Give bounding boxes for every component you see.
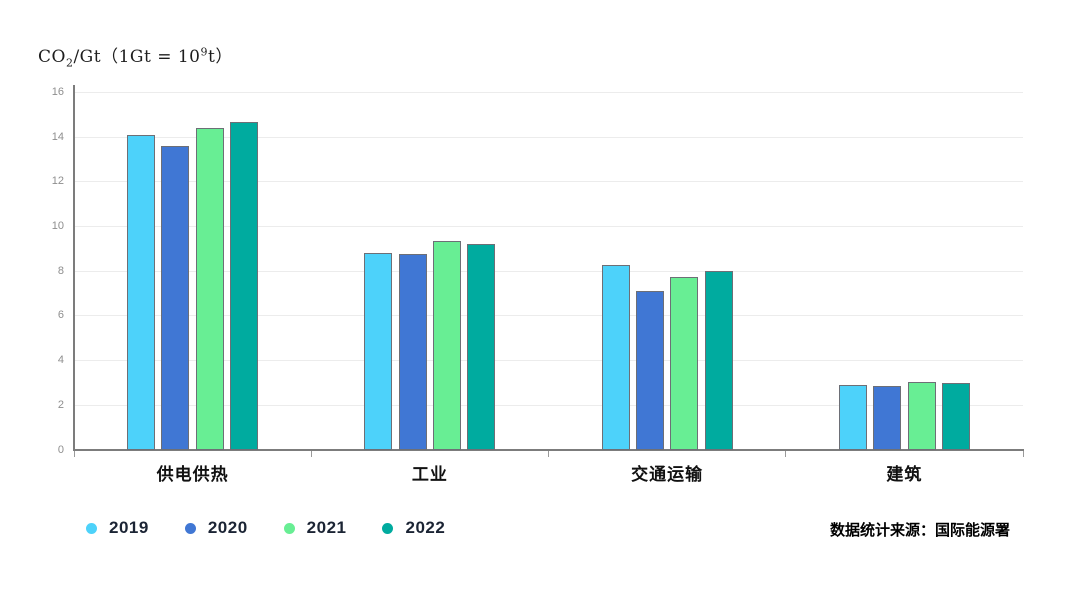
- bar-2021-工业[interactable]: [433, 241, 462, 450]
- bar-2019-工业[interactable]: [364, 253, 393, 450]
- bar-2020-建筑[interactable]: [873, 386, 902, 450]
- gridline-y-14: [74, 136, 1023, 138]
- bar-2020-工业[interactable]: [398, 254, 427, 450]
- bar-2022-供电供热[interactable]: [230, 121, 259, 450]
- bar-2020-交通运输[interactable]: [635, 291, 664, 450]
- bar-2022-工业[interactable]: [467, 244, 496, 450]
- y-axis-tick-label: 2: [57, 398, 64, 411]
- chart-title-mid: /Gt（1Gt = 10: [73, 47, 201, 67]
- x-axis-tick: [548, 451, 549, 457]
- chart-title-superscript: 9: [200, 45, 209, 59]
- legend-label-2020: 2020: [207, 518, 248, 537]
- gridline-y-6: [74, 315, 1023, 317]
- gridline-y-16: [74, 92, 1023, 93]
- bar-2019-供电供热[interactable]: [127, 134, 156, 450]
- source-note: 数据统计来源：国际能源署: [829, 522, 1010, 539]
- chart-title-prefix: CO: [38, 47, 66, 67]
- legend-item-2021[interactable]: 2021: [283, 518, 347, 538]
- x-axis-tick: [785, 451, 787, 457]
- category-label-工业: 工业: [411, 465, 448, 484]
- y-axis-tick-label: 14: [51, 130, 64, 143]
- bar-2021-交通运输[interactable]: [670, 276, 699, 450]
- bar-2022-交通运输[interactable]: [704, 271, 733, 450]
- gridline-y-8: [74, 270, 1023, 272]
- x-axis-tick: [73, 451, 75, 457]
- gridline-y-4: [74, 360, 1023, 362]
- y-axis-tick-label: 4: [57, 354, 64, 367]
- y-axis-line: [73, 85, 75, 451]
- bar-2020-供电供热[interactable]: [161, 146, 190, 450]
- legend-item-2019[interactable]: 2019: [86, 518, 149, 538]
- category-label-建筑: 建筑: [886, 465, 923, 484]
- gridline-y-2: [74, 404, 1023, 406]
- category-label-交通运输: 交通运输: [631, 465, 704, 484]
- category-label-供电供热: 供电供热: [156, 465, 229, 484]
- legend-label-2019: 2019: [109, 518, 149, 537]
- x-axis-tick: [310, 451, 312, 457]
- legend: 2019 2020 2021 2022: [86, 518, 481, 538]
- gridline-y-12: [74, 181, 1023, 183]
- y-axis-tick-label: 8: [57, 264, 64, 277]
- chart-title-subscript: 2: [65, 56, 74, 70]
- y-axis-tick-label: 12: [51, 175, 64, 188]
- legend-item-2022[interactable]: 2022: [382, 518, 445, 538]
- legend-item-2020[interactable]: 2020: [184, 518, 248, 538]
- legend-dot-2021: [283, 522, 295, 534]
- legend-label-2021: 2021: [306, 518, 347, 537]
- bar-2019-交通运输[interactable]: [601, 264, 630, 450]
- legend-dot-2020: [184, 522, 196, 534]
- chart-title-suffix: t）: [208, 47, 233, 67]
- legend-dot-2022: [382, 522, 394, 534]
- bar-2019-建筑[interactable]: [838, 385, 867, 450]
- x-axis-tick: [1022, 451, 1024, 457]
- gridline-y-10: [74, 226, 1023, 228]
- chart-title: CO2/Gt（1Gt = 109t）: [38, 42, 233, 69]
- x-axis-line: [73, 449, 1024, 451]
- legend-label-2022: 2022: [405, 518, 446, 537]
- bar-2022-建筑[interactable]: [941, 382, 970, 450]
- legend-dot-2019: [86, 522, 97, 534]
- y-axis-tick-label: 10: [51, 220, 64, 233]
- y-axis-tick-label: 0: [57, 443, 64, 456]
- y-axis-tick-label: 6: [57, 309, 64, 322]
- bar-2021-建筑[interactable]: [907, 381, 936, 450]
- bar-2021-供电供热[interactable]: [195, 128, 224, 450]
- y-axis-tick-label: 16: [51, 86, 64, 98]
